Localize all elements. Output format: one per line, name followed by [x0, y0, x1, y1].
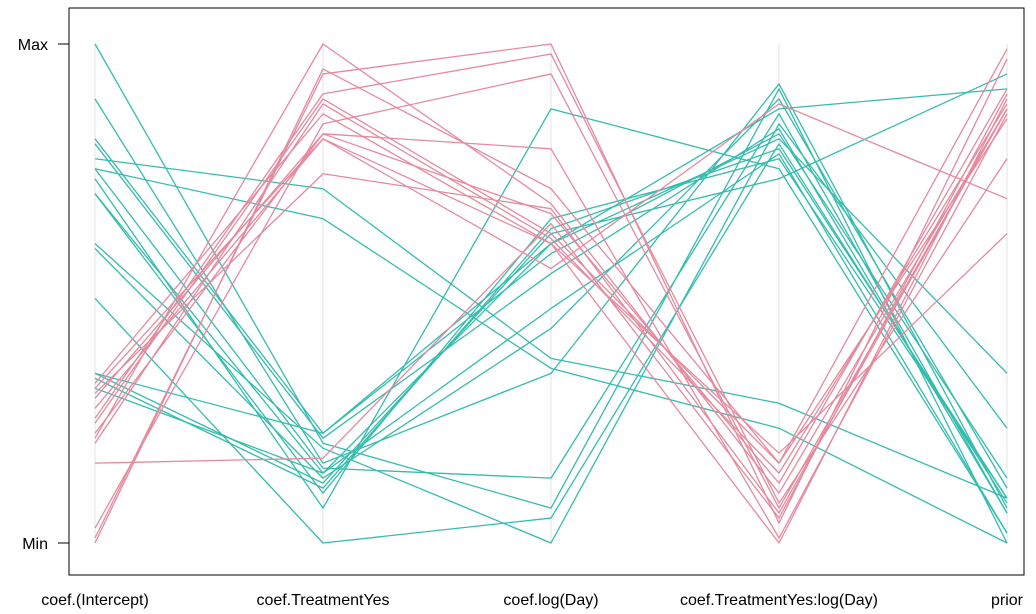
series-line	[94, 103, 1008, 474]
x-axis: coef.(Intercept) coef.TreatmentYes coef.lo…	[41, 592, 1023, 609]
series-line	[94, 108, 1008, 514]
axis-guide-lines	[94, 44, 1008, 543]
series-line	[94, 123, 1008, 544]
series-lines	[94, 43, 1008, 544]
series-line	[94, 133, 1008, 479]
series-line	[94, 128, 1008, 514]
series-line	[94, 98, 1008, 464]
y-tick-label: Max	[18, 37, 48, 54]
x-tick-label: coef.(Intercept)	[41, 592, 149, 609]
x-tick-label: prior	[991, 592, 1024, 609]
series-line	[94, 148, 1008, 499]
series-line	[94, 103, 1008, 389]
series-line	[94, 43, 1008, 544]
series-line	[94, 48, 1008, 544]
x-tick-label: coef.TreatmentYes:log(Day)	[680, 592, 878, 609]
series-line	[94, 98, 1008, 489]
series-line	[94, 43, 1008, 494]
series-line	[94, 108, 1008, 534]
series-line	[94, 73, 1008, 529]
plot-frame	[68, 7, 1025, 576]
series-line	[94, 93, 1008, 519]
y-axis: Max Min	[18, 37, 69, 553]
x-tick-label: coef.log(Day)	[503, 592, 598, 609]
series-line	[94, 113, 1008, 514]
series-line	[94, 88, 1008, 484]
series-line	[94, 143, 1008, 544]
series-line	[94, 158, 1008, 499]
series-line	[94, 158, 1008, 499]
x-tick-label: coef.TreatmentYes	[256, 592, 389, 609]
series-line	[94, 53, 1008, 504]
series-line	[94, 98, 1008, 544]
y-tick-label: Min	[22, 536, 48, 553]
